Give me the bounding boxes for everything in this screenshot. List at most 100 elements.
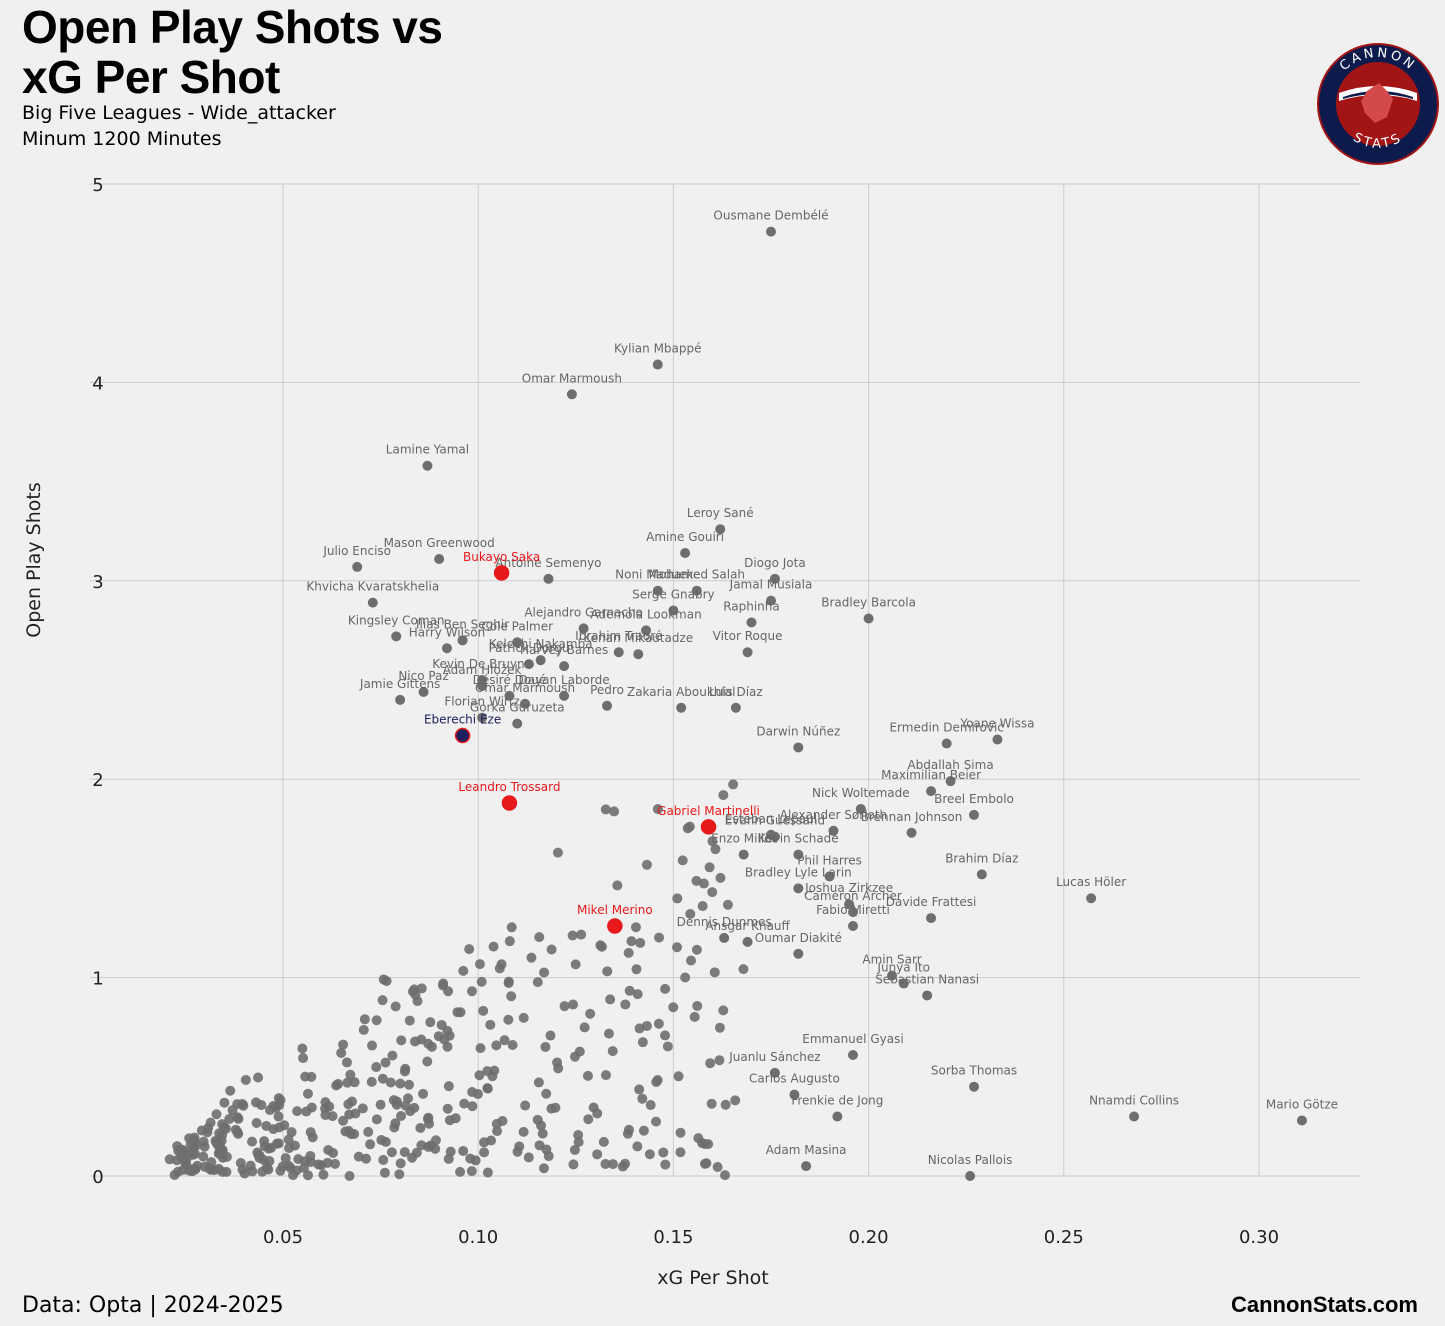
data-point (624, 985, 635, 996)
data-point (261, 1161, 272, 1172)
data-point (722, 899, 733, 910)
data-point (169, 1170, 180, 1181)
data-point (568, 999, 579, 1010)
y-tick-labels: 0 1 2 3 4 5 (92, 175, 103, 1188)
labeled-data-point (512, 718, 523, 729)
point-label: Esteban Lepaul (725, 812, 817, 826)
data-point (503, 1014, 514, 1025)
point-label: Junya Ito (876, 961, 930, 975)
svg-text:STATS: STATS (1350, 130, 1405, 152)
labeled-data-point (793, 883, 804, 894)
data-point (273, 1111, 284, 1122)
point-label: Ilias Ben Seghir (416, 617, 509, 631)
data-point (506, 922, 517, 933)
point-label: Jamie Gittens (359, 677, 440, 691)
data-point (424, 1118, 435, 1129)
labeled-data-point (742, 647, 753, 658)
point-label: Omar Marmoush (522, 371, 622, 385)
point-label: Patrick Dorgu (488, 641, 569, 655)
data-point (386, 1147, 397, 1158)
data-point (297, 1043, 308, 1054)
data-point (491, 1118, 502, 1129)
data-point (400, 1063, 411, 1074)
data-source: Data: Opta | 2024-2025 (22, 1293, 284, 1318)
data-point (394, 1169, 405, 1180)
data-point (302, 1170, 313, 1181)
data-point (390, 1118, 401, 1129)
data-point (573, 1129, 584, 1140)
data-point (377, 1073, 388, 1084)
data-point (632, 989, 643, 1000)
y-tick-label: 5 (92, 175, 103, 196)
data-point (523, 1152, 534, 1163)
data-point (552, 847, 563, 858)
data-point (738, 964, 749, 975)
point-label: Harvey Barnes (520, 643, 608, 657)
data-point (280, 1153, 291, 1164)
data-point (607, 1159, 618, 1170)
point-label: Gorka Guruzeta (470, 701, 565, 715)
highlighted-point-label: Mikel Merino (577, 903, 653, 917)
data-point (567, 930, 578, 941)
data-point (396, 1111, 407, 1122)
data-point (344, 1170, 355, 1181)
data-point (224, 1114, 235, 1125)
data-point (238, 1100, 249, 1111)
data-point (365, 1139, 376, 1150)
labeled-data-point (434, 553, 445, 564)
data-point (213, 1163, 224, 1174)
data-point (592, 1149, 603, 1160)
data-point (635, 937, 646, 948)
x-tick-label: 0.20 (849, 1227, 889, 1248)
point-label: Sorba Thomas (931, 1064, 1017, 1078)
data-point (235, 1157, 246, 1168)
labeled-data-point (367, 597, 378, 608)
data-point (623, 947, 634, 958)
data-point (697, 901, 708, 912)
data-point (569, 1144, 580, 1155)
data-point (409, 1102, 420, 1113)
data-point (689, 1011, 700, 1022)
data-point (371, 1114, 382, 1125)
point-label: Adam Masina (766, 1143, 847, 1157)
labeled-data-point (941, 738, 952, 749)
labeled-data-point (477, 712, 488, 723)
data-point (719, 1170, 730, 1181)
brand-link[interactable]: CannonStats.com (1230, 1292, 1418, 1317)
data-point (400, 1100, 411, 1111)
data-point (331, 1080, 342, 1091)
point-label: Kelechi Nakamba (489, 637, 593, 651)
data-point (358, 1024, 369, 1035)
data-point (691, 944, 702, 955)
highlighted-point (607, 918, 623, 934)
point-label: Julio Enciso (322, 544, 391, 558)
point-label: Cole Palmer (481, 619, 553, 633)
data-point (715, 872, 726, 883)
point-label: Diogo Jota (744, 556, 806, 570)
data-point (219, 1097, 230, 1108)
labeled-data-point (668, 605, 679, 616)
data-point (545, 1030, 556, 1041)
labeled-data-point (847, 907, 858, 918)
point-label: Fabio Miretti (816, 903, 890, 917)
data-point (474, 959, 485, 970)
labeled-data-point (680, 548, 691, 559)
data-point (253, 1150, 264, 1161)
point-label: Kylian Mbappé (614, 342, 701, 356)
point-label: Darwin Núñez (756, 724, 840, 738)
labeled-data-point (738, 849, 749, 860)
data-point (416, 983, 427, 994)
data-point (583, 1114, 594, 1125)
point-label: Kingsley Coman (348, 613, 445, 627)
data-point (592, 1108, 603, 1119)
data-point (605, 994, 616, 1005)
data-point (712, 1161, 723, 1172)
data-point (641, 1020, 652, 1031)
point-label: Zakaria Aboukhlal (627, 685, 735, 699)
data-point (464, 944, 475, 955)
point-label: Florian Wirtz (444, 695, 520, 709)
point-label: Yoane Wissa (959, 717, 1034, 731)
data-point (540, 1041, 551, 1052)
point-label: Pedro (590, 683, 624, 697)
point-label: Amin Sarr (862, 953, 921, 967)
